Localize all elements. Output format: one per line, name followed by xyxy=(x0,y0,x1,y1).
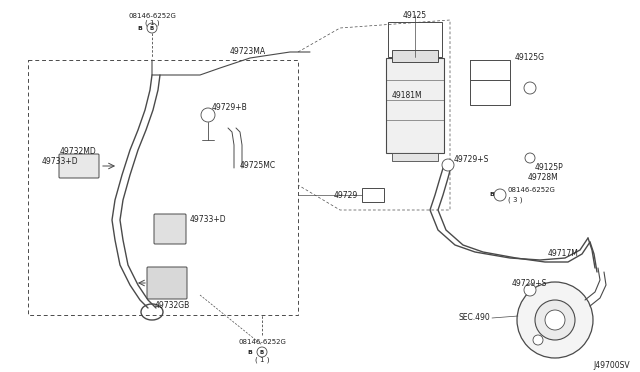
Circle shape xyxy=(442,159,454,171)
Circle shape xyxy=(147,23,157,33)
FancyBboxPatch shape xyxy=(59,154,99,178)
Bar xyxy=(28,60,298,315)
Text: ( 1 ): ( 1 ) xyxy=(145,20,159,26)
FancyBboxPatch shape xyxy=(154,214,186,244)
Text: 49125P: 49125P xyxy=(535,164,564,173)
Text: 49733+D: 49733+D xyxy=(42,157,79,167)
Bar xyxy=(392,153,438,161)
Text: B: B xyxy=(489,192,494,198)
Text: J49700SV: J49700SV xyxy=(593,360,630,369)
Text: B: B xyxy=(260,350,264,355)
Bar xyxy=(392,50,438,62)
Circle shape xyxy=(494,189,506,201)
Text: ( 1 ): ( 1 ) xyxy=(255,357,269,363)
Text: SEC.490: SEC.490 xyxy=(458,314,490,323)
Text: B: B xyxy=(247,350,252,355)
Text: 49723MA: 49723MA xyxy=(230,48,266,57)
Text: 49729+S: 49729+S xyxy=(454,155,490,164)
Circle shape xyxy=(535,300,575,340)
Text: B: B xyxy=(150,26,154,31)
Circle shape xyxy=(533,335,543,345)
Text: 49729+B: 49729+B xyxy=(212,103,248,112)
Text: 08146-6252G: 08146-6252G xyxy=(508,187,556,193)
Bar xyxy=(388,22,442,57)
Circle shape xyxy=(201,108,215,122)
Text: 49728M: 49728M xyxy=(528,173,559,183)
Circle shape xyxy=(524,284,536,296)
Text: 49732GB: 49732GB xyxy=(155,301,190,310)
Text: 08146-6252G: 08146-6252G xyxy=(238,339,286,345)
Bar xyxy=(386,58,444,153)
FancyBboxPatch shape xyxy=(147,267,187,299)
Circle shape xyxy=(524,82,536,94)
Text: 49181M: 49181M xyxy=(392,90,422,99)
Text: 49729: 49729 xyxy=(333,190,358,199)
Text: 49717M: 49717M xyxy=(548,248,579,257)
Text: 49733+D: 49733+D xyxy=(190,215,227,224)
Circle shape xyxy=(525,153,535,163)
Circle shape xyxy=(517,282,593,358)
Text: 49125G: 49125G xyxy=(515,54,545,62)
Circle shape xyxy=(257,347,267,357)
Text: B: B xyxy=(137,26,142,31)
Bar xyxy=(362,188,384,202)
Text: 49125: 49125 xyxy=(403,10,427,19)
Text: 08146-6252G: 08146-6252G xyxy=(128,13,176,19)
Circle shape xyxy=(545,310,565,330)
Text: 49729+S: 49729+S xyxy=(512,279,547,289)
Text: 49725MC: 49725MC xyxy=(240,160,276,170)
Text: ( 3 ): ( 3 ) xyxy=(508,197,522,203)
Text: 49732MD: 49732MD xyxy=(60,148,97,157)
